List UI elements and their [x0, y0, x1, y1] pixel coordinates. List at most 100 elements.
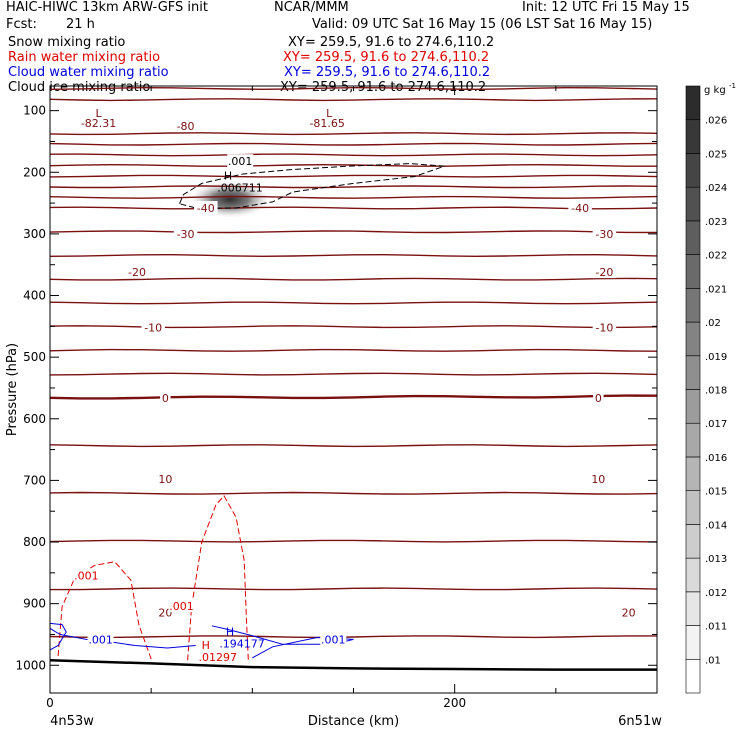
field-snow-xy: XY= 259.5, 91.6 to 274.6,110.2 — [288, 35, 495, 50]
y-axis-label: Pressure (hPa) — [5, 343, 20, 436]
colorbar-label: .024 — [705, 183, 727, 194]
temperature-contour — [49, 325, 658, 329]
y-tick-label: 500 — [23, 350, 46, 364]
y-tick-label: 700 — [23, 473, 46, 487]
temperature-label: -40 — [571, 202, 589, 215]
high-marker: H — [226, 626, 234, 639]
contour-label: .001 — [88, 633, 113, 646]
colorbar-segment — [685, 524, 701, 559]
temperature-label: -30 — [177, 228, 195, 241]
colorbar-segment — [685, 422, 701, 458]
temperature-label-bg — [141, 320, 165, 334]
colorbar-segment — [685, 288, 701, 323]
low-marker: L — [326, 107, 333, 120]
temperature-label: 0 — [595, 392, 602, 405]
y-tick-label: 1000 — [15, 658, 46, 672]
temperature-label-bg — [194, 201, 218, 215]
temperature-contour — [49, 253, 658, 258]
temperature-label: -81.65 — [309, 117, 344, 130]
temperature-contour — [49, 301, 658, 305]
colorbar-unit: g kg — [704, 85, 726, 96]
init-time: Init: 12 UTC Fri 15 May 15 — [522, 0, 690, 15]
temperature-label-bg — [592, 265, 617, 279]
temperature-label: -10 — [144, 322, 162, 335]
valid-time: Valid: 09 UTC Sat 16 May 15 (06 LST Sat … — [312, 17, 653, 32]
low-marker: L — [95, 107, 102, 120]
colorbar-label: .025 — [705, 149, 727, 160]
colorbar-label: .013 — [705, 554, 727, 565]
colorbar-label: .022 — [705, 251, 727, 262]
colorbar-label: .026 — [705, 116, 727, 127]
colorbar-segment — [685, 220, 701, 255]
temperature-label: -20 — [595, 266, 613, 279]
temperature-contour — [49, 348, 658, 352]
colorbar-label: .02 — [705, 318, 721, 329]
colorbar-label: .014 — [705, 520, 727, 531]
cloud-ice-contour — [179, 163, 445, 209]
field-cloudwater-xy: XY= 259.5, 91.6 to 274.6,110.2 — [284, 65, 491, 80]
colorbar-segment — [685, 85, 701, 121]
temperature-label-bg — [77, 115, 121, 129]
contour-label-bg — [168, 599, 195, 613]
contour-label: .001 — [228, 155, 253, 168]
temperature-label: -80 — [177, 120, 195, 133]
x-tick-label: 0 — [46, 696, 54, 710]
temperature-label: 0 — [162, 392, 169, 405]
colorbar-label: .021 — [705, 284, 727, 295]
temperature-contour — [49, 142, 658, 146]
temperature-label-bg — [568, 201, 592, 215]
contour-label-bg — [87, 632, 114, 646]
contour-label-bg — [73, 568, 100, 582]
temperature-label: -40 — [197, 202, 215, 215]
colorbar-segment — [685, 119, 701, 154]
high-value: .006711 — [217, 182, 263, 195]
temperature-label-bg — [156, 472, 174, 486]
colorbar-segment — [685, 321, 701, 357]
forecast-hour: 21 h — [66, 17, 95, 32]
plot-frame — [49, 85, 658, 694]
plot-title: HAIC-HIWC 13km ARW-GFS init — [6, 0, 208, 15]
temperature-contour — [49, 195, 658, 199]
cloud-water-contour — [49, 622, 67, 651]
temperature-contour — [49, 163, 657, 167]
temperature-contour — [49, 230, 658, 234]
contour-label: .001 — [74, 569, 99, 582]
temperature-label-bg — [592, 226, 617, 240]
x-axis-label: Distance (km) — [308, 714, 399, 729]
temperature-contour — [49, 98, 658, 102]
field-cloudice-name: Cloud ice mixing ratio — [8, 80, 151, 95]
colorbar-segment — [685, 557, 701, 593]
temperature-label-bg — [593, 390, 604, 404]
colorbar-unit-exponent: -1 — [729, 82, 736, 90]
high-marker: H — [224, 170, 232, 183]
colorbar-label: .017 — [705, 419, 727, 430]
temperature-label-bg — [589, 472, 607, 486]
contour-label-bg — [227, 154, 254, 168]
temperature-label-bg — [620, 605, 638, 619]
temperature-label-bg — [592, 320, 617, 334]
colorbar-label: .011 — [705, 622, 727, 633]
temperature-contour — [49, 153, 658, 157]
field-cloudwater-name: Cloud water mixing ratio — [8, 65, 169, 80]
contour-label: .001 — [321, 633, 346, 646]
colorbar-label: .023 — [705, 217, 727, 228]
colorbar-segment — [685, 625, 701, 660]
temperature-label-bg — [173, 226, 198, 240]
temperature-contour — [49, 206, 658, 210]
colorbar-label: .018 — [705, 386, 727, 397]
temperature-contour — [49, 132, 658, 136]
temperature-label: -10 — [595, 322, 613, 335]
terrain-surface — [49, 659, 657, 671]
colorbar-segment — [685, 153, 701, 188]
temperature-contour — [50, 587, 658, 591]
temperature-label-bg — [173, 119, 198, 133]
high-value: .194177 — [219, 638, 265, 651]
org-label: NCAR/MMM — [274, 0, 349, 15]
temperature-contour — [49, 539, 658, 543]
temperature-contour — [49, 372, 658, 376]
colorbar-segment — [685, 389, 701, 424]
colorbar-segment — [685, 591, 701, 626]
temperature-label: -82.31 — [81, 117, 116, 130]
y-tick-label: 600 — [23, 412, 46, 426]
colorbar-label: .012 — [705, 588, 727, 599]
